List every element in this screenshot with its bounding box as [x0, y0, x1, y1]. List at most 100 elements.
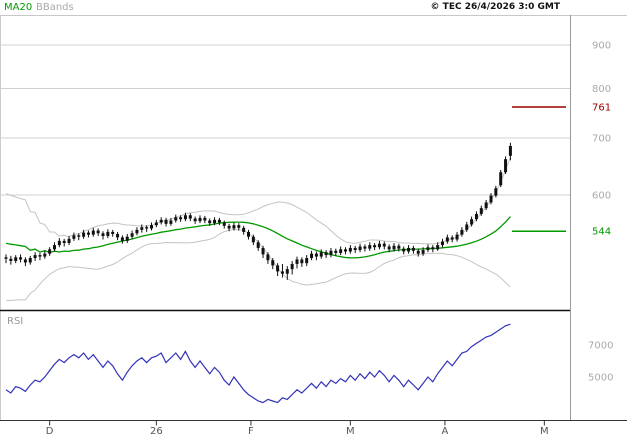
candle-body — [164, 219, 168, 224]
candle-body — [67, 238, 71, 243]
candle-body — [48, 249, 52, 254]
candle-body — [247, 231, 250, 237]
candle-body — [256, 242, 260, 248]
candle-body — [358, 246, 362, 251]
candle-body — [23, 259, 27, 263]
candle-body — [373, 245, 377, 248]
candle-body — [154, 222, 158, 226]
candle-body — [86, 232, 90, 235]
bollinger-upper-line — [5, 157, 511, 245]
candle-body — [494, 188, 498, 196]
candle-body — [208, 220, 212, 224]
candle-body — [310, 253, 314, 259]
chart-header: MA20 BBands © TEC 26/4/2026 3:0 GMT — [0, 0, 627, 15]
candle-body — [474, 213, 478, 220]
rsi-tick-label: 7000 — [588, 341, 613, 352]
resistance-level-label: 761 — [592, 103, 611, 114]
candle-body — [232, 225, 236, 229]
candle-body — [402, 248, 406, 252]
candle-body — [411, 247, 415, 251]
support-level-label: 544 — [592, 227, 611, 238]
candle-body — [334, 250, 338, 253]
candle-body — [77, 235, 81, 237]
date-tick-label: D — [46, 426, 54, 437]
price-tick-label: 600 — [592, 190, 611, 201]
candle-body — [431, 247, 435, 250]
ma20-line — [5, 216, 511, 259]
candle-body — [261, 247, 265, 255]
candle-body — [14, 257, 18, 261]
candle-body — [382, 243, 386, 247]
indicator-label-ma20[interactable]: MA20 — [4, 2, 33, 13]
candle-body — [9, 258, 13, 261]
candle-body — [479, 208, 483, 214]
candle-body — [227, 225, 231, 229]
candle-body — [368, 245, 372, 249]
candle-body — [348, 247, 352, 252]
candle-body — [455, 234, 459, 240]
candle-body — [106, 231, 110, 237]
rsi-line — [5, 323, 511, 404]
candle-body — [285, 269, 289, 274]
candle-body — [436, 245, 440, 250]
candle-body — [484, 202, 488, 209]
candle-body — [392, 245, 396, 250]
price-tick-label: 700 — [592, 133, 611, 144]
candle-body — [101, 233, 105, 237]
candle-body — [295, 259, 299, 264]
date-tick-label: 26 — [150, 426, 163, 437]
candle-body — [489, 195, 493, 203]
candle-body — [276, 265, 280, 272]
candle-body — [421, 250, 425, 254]
candle-body — [450, 237, 454, 240]
candle-body — [130, 233, 134, 237]
copyright-text: © TEC 26/4/2026 3:0 GMT — [430, 2, 560, 12]
candle-body — [57, 240, 61, 246]
candle-body — [183, 215, 187, 220]
rsi-panel-label[interactable]: RSI — [7, 316, 24, 327]
date-tick-label: M — [540, 426, 549, 437]
candle-body — [508, 145, 512, 156]
candle-body — [96, 230, 100, 234]
candle-body — [159, 219, 163, 223]
date-tick-label: F — [248, 426, 254, 437]
candle-body — [353, 247, 357, 251]
candle-body — [116, 233, 120, 238]
candle-body — [426, 247, 430, 251]
candle-body — [416, 250, 420, 254]
candle-body — [91, 230, 95, 235]
candle-body — [339, 249, 343, 253]
candle-body — [198, 217, 202, 222]
candle-body — [19, 257, 23, 260]
candle-body — [125, 236, 129, 241]
candle-body — [145, 227, 149, 229]
candle-body — [213, 219, 217, 224]
candle-body — [407, 247, 411, 252]
candle-body — [193, 218, 197, 222]
candle-body — [203, 217, 207, 221]
candle-body — [290, 263, 294, 270]
bollinger-lower-line — [5, 228, 511, 302]
indicator-label-bbands[interactable]: BBands — [36, 2, 74, 13]
candle-body — [174, 217, 178, 221]
candle-body — [120, 237, 124, 241]
candle-body — [314, 253, 318, 257]
candle-body — [465, 224, 469, 230]
candle-body — [4, 257, 8, 259]
candle-body — [135, 229, 139, 234]
candle-body — [237, 225, 241, 228]
price-tick-label: 900 — [592, 40, 611, 51]
candle-body — [329, 250, 333, 256]
candle-body — [242, 227, 246, 232]
candle-body — [150, 225, 153, 229]
candle-body — [28, 258, 32, 263]
candle-body — [72, 235, 76, 239]
candle-body — [397, 245, 401, 249]
candle-body — [305, 258, 309, 264]
candle-body — [319, 252, 323, 257]
candle-body — [499, 172, 503, 186]
candle-body — [53, 245, 56, 250]
price-tick-label: 800 — [592, 84, 611, 95]
